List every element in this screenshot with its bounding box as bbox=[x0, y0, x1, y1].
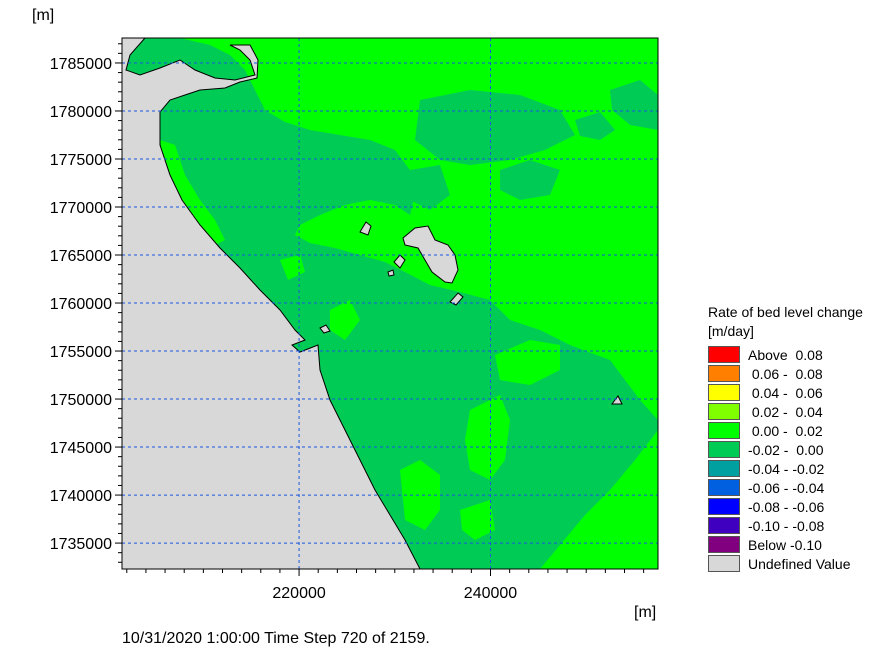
time-step-footer: 10/31/2020 1:00:00 Time Step 720 of 2159… bbox=[122, 630, 430, 647]
legend-swatch bbox=[708, 498, 740, 515]
legend-swatch bbox=[708, 422, 740, 439]
plot-area bbox=[121, 37, 659, 570]
island-small-3 bbox=[449, 292, 464, 306]
legend-label: 0.02 - 0.04 bbox=[748, 403, 823, 420]
legend-entry: 0.02 - 0.04 bbox=[708, 402, 863, 421]
axes: 1785000 1780000 1775000 1770000 1765000 17600… bbox=[50, 43, 645, 602]
y-tick-label: 1775000 bbox=[50, 152, 112, 169]
legend-swatch bbox=[708, 365, 740, 382]
legend-swatch bbox=[708, 346, 740, 363]
legend-title-line1: Rate of bed level change bbox=[708, 304, 863, 320]
legend-swatch bbox=[708, 460, 740, 477]
legend-label: -0.02 - 0.00 bbox=[748, 441, 824, 458]
legend-label: 0.00 - 0.02 bbox=[748, 422, 823, 439]
legend-label: Undefined Value bbox=[748, 555, 851, 572]
legend-entry: -0.08 - -0.06 bbox=[708, 497, 863, 516]
legend-swatch bbox=[708, 384, 740, 401]
legend-swatch bbox=[708, 555, 740, 572]
legend-entry: 0.06 - 0.08 bbox=[708, 364, 863, 383]
legend-label: -0.08 - -0.06 bbox=[748, 498, 825, 515]
legend-entry: Below -0.10 bbox=[708, 535, 863, 554]
legend-label: -0.06 - -0.04 bbox=[748, 479, 825, 496]
grid-lines bbox=[122, 38, 658, 569]
y-tick-label: 1755000 bbox=[50, 344, 112, 361]
legend-entry: 0.04 - 0.06 bbox=[708, 383, 863, 402]
x-tick-label: 240000 bbox=[464, 585, 517, 602]
y-tick-label: 1735000 bbox=[50, 536, 112, 553]
legend-entry: 0.00 - 0.02 bbox=[708, 421, 863, 440]
y-tick-label: 1760000 bbox=[50, 296, 112, 313]
legend-swatch bbox=[708, 536, 740, 553]
island-small-5 bbox=[319, 324, 331, 334]
dark-water-patches bbox=[410, 80, 658, 210]
legend-entry: -0.10 - -0.08 bbox=[708, 516, 863, 535]
legend-label: 0.04 - 0.06 bbox=[748, 384, 823, 401]
legend-label: Below -0.10 bbox=[748, 536, 822, 553]
y-axis-unit: [m] bbox=[32, 7, 55, 24]
legend-swatch bbox=[708, 479, 740, 496]
island-small-4 bbox=[611, 395, 623, 405]
legend-label: -0.10 - -0.08 bbox=[748, 517, 825, 534]
island-large bbox=[402, 225, 459, 284]
legend-label: Above 0.08 bbox=[748, 346, 823, 363]
y-tick-label: 1740000 bbox=[50, 488, 112, 505]
legend-entry: Above 0.08 bbox=[708, 345, 863, 364]
legend-entry: -0.06 - -0.04 bbox=[708, 478, 863, 497]
y-tick-label: 1785000 bbox=[50, 56, 112, 73]
island-small-2 bbox=[393, 254, 406, 269]
legend-entry: -0.04 - -0.02 bbox=[708, 459, 863, 478]
legend-swatch bbox=[708, 441, 740, 458]
legend-swatch bbox=[708, 403, 740, 420]
island-small-6 bbox=[387, 269, 395, 277]
y-tick-label: 1770000 bbox=[50, 200, 112, 217]
mainland-coast bbox=[121, 37, 421, 570]
y-tick-label: 1765000 bbox=[50, 248, 112, 265]
x-axis-unit: [m] bbox=[634, 604, 657, 621]
y-tick-label: 1745000 bbox=[50, 440, 112, 457]
y-tick-label: 1780000 bbox=[50, 104, 112, 121]
island-small-1 bbox=[359, 221, 372, 236]
legend-title-line2: [m/day] bbox=[708, 323, 754, 339]
legend: Rate of bed level change [m/day] Above 0… bbox=[708, 303, 863, 573]
legend-swatch bbox=[708, 517, 740, 534]
y-tick-label: 1750000 bbox=[50, 392, 112, 409]
legend-entry: -0.02 - 0.00 bbox=[708, 440, 863, 459]
legend-label: -0.04 - -0.02 bbox=[748, 460, 825, 477]
x-tick-label: 220000 bbox=[272, 585, 325, 602]
land-areas bbox=[121, 37, 623, 570]
legend-entry: Undefined Value bbox=[708, 554, 863, 573]
legend-label: 0.06 - 0.08 bbox=[748, 365, 823, 382]
